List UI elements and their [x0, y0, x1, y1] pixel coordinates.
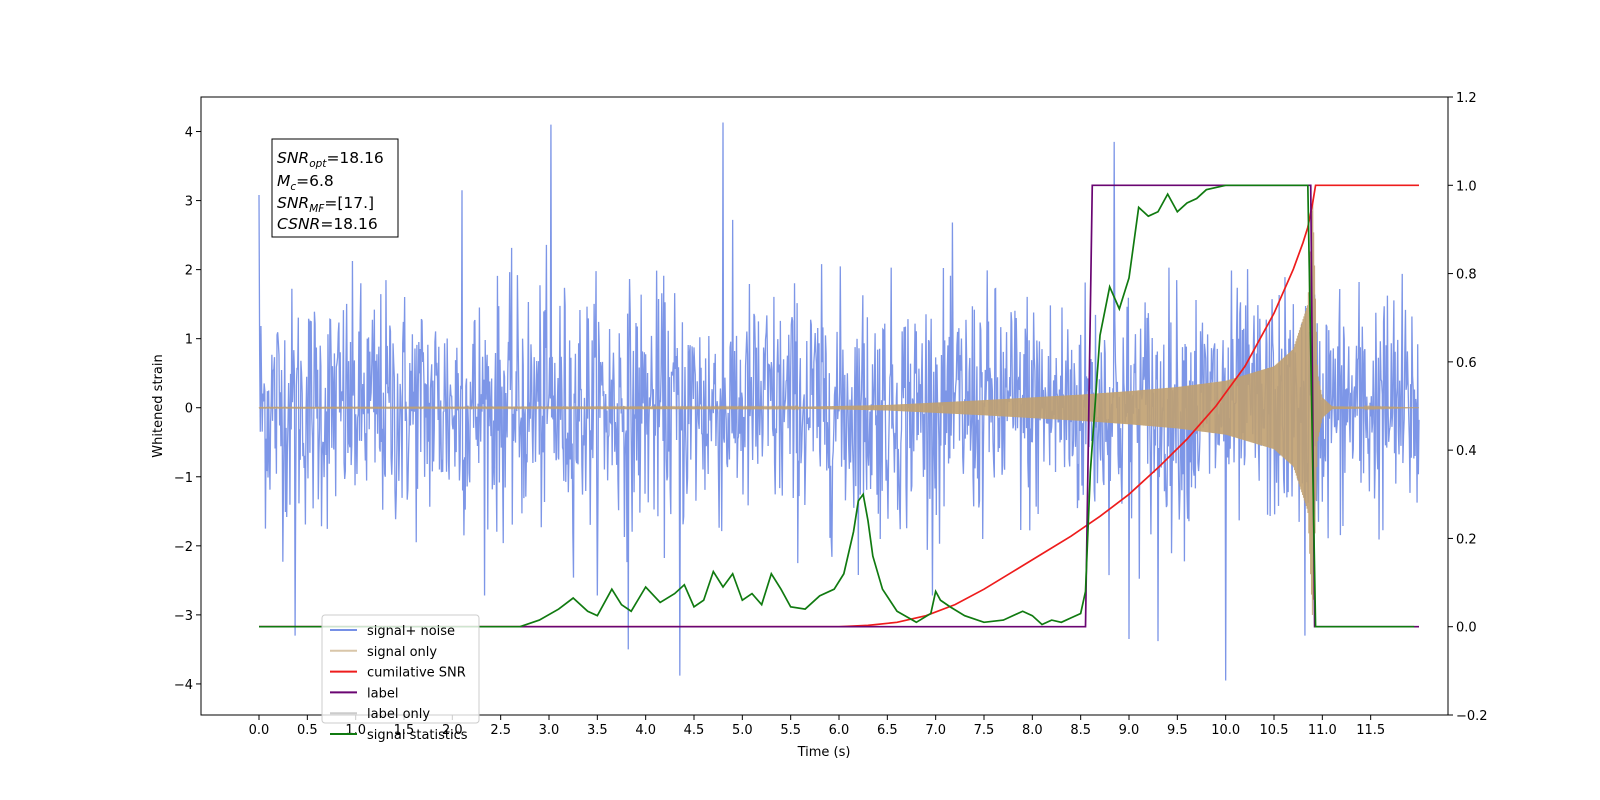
x-tick-label: 4.5	[684, 723, 705, 738]
x-axis: 0.0 0.5 1.0 1.5 2.0 2.5 3.0 3.5 4.0 4.5 5.0 5.5 6.0 6…	[249, 715, 1385, 738]
legend-label: label	[367, 686, 398, 701]
x-tick-label: 8.5	[1070, 723, 1091, 738]
series-signal-only	[258, 199, 1419, 615]
legend-label: label only	[367, 707, 430, 722]
x-tick-label: 6.0	[829, 723, 850, 738]
x-tick-label: 5.0	[732, 723, 753, 738]
y-axis-left: −4 −3 −2 −1 0 1 2 3 4	[174, 126, 201, 693]
y2-tick-label: −0.2	[1456, 709, 1488, 724]
info-box-frame	[271, 138, 399, 238]
plot-area	[258, 122, 1420, 681]
x-tick-label: 10.0	[1211, 723, 1240, 738]
y-tick-label: −1	[174, 471, 193, 486]
x-tick-label: 1.0	[345, 723, 366, 738]
y-tick-label: 3	[185, 195, 193, 210]
y-axis-right: −0.2 0.0 0.2 0.4 0.6 0.8 1.0 1.2	[1448, 91, 1488, 724]
y-axis-label: Whitened strain	[151, 354, 166, 457]
x-axis-label: Time (s)	[797, 745, 851, 760]
legend-label: signal statistics	[367, 728, 468, 743]
y-tick-label: −2	[174, 540, 193, 555]
info-box: SNRopt=18.16 Mc=6.8 SNRMF=[17.] CSNR=18.…	[271, 138, 399, 238]
info-snr-opt: SNRopt=18.16	[277, 149, 384, 170]
y-tick-label: 1	[185, 333, 193, 348]
x-tick-label: 11.0	[1308, 723, 1337, 738]
y2-tick-label: 1.0	[1456, 179, 1477, 194]
x-tick-label: 3.5	[587, 723, 608, 738]
info-mc: Mc=6.8	[277, 172, 334, 193]
y2-tick-label: 0.4	[1456, 444, 1477, 459]
y-tick-label: 2	[185, 264, 193, 279]
y-tick-label: 0	[185, 402, 193, 417]
x-tick-label: 5.5	[780, 723, 801, 738]
x-tick-label: 2.5	[490, 723, 511, 738]
series-signal-noise	[258, 122, 1420, 681]
x-tick-label: 4.0	[635, 723, 656, 738]
x-tick-label: 8.0	[1022, 723, 1043, 738]
info-csnr: CSNR=18.16	[277, 215, 378, 233]
legend-frame	[321, 614, 480, 724]
x-tick-label: 9.5	[1167, 723, 1188, 738]
x-tick-label: 11.5	[1356, 723, 1385, 738]
legend-label: signal+ noise	[367, 624, 455, 639]
x-tick-label: 6.5	[877, 723, 898, 738]
legend: signal+ noise signal only cumilative SNR la…	[321, 614, 480, 743]
y-tick-label: −4	[174, 678, 193, 693]
x-tick-label: 2.0	[442, 723, 463, 738]
y2-tick-label: 0.6	[1456, 356, 1477, 371]
y-tick-label: −3	[174, 609, 193, 624]
x-tick-label: 7.5	[974, 723, 995, 738]
x-tick-label: 7.0	[925, 723, 946, 738]
x-tick-label: 10.5	[1260, 723, 1289, 738]
legend-label: signal only	[367, 645, 437, 660]
y2-tick-label: 0.2	[1456, 532, 1477, 547]
series-signal-statistics	[259, 184, 1415, 628]
x-tick-label: 0.0	[249, 723, 270, 738]
y2-tick-label: 0.8	[1456, 268, 1477, 283]
x-tick-label: 1.5	[394, 723, 415, 738]
axes-frame	[200, 96, 1449, 716]
legend-label: cumilative SNR	[367, 666, 466, 681]
y2-tick-label: 0.0	[1456, 621, 1477, 636]
series-cumilative-snr	[259, 184, 1419, 628]
info-snr-mf: SNRMF=[17.]	[277, 194, 374, 215]
x-tick-label: 9.0	[1119, 723, 1140, 738]
y-tick-label: 4	[185, 126, 193, 141]
y2-tick-label: 1.2	[1456, 91, 1477, 106]
x-tick-label: 0.5	[297, 723, 318, 738]
x-tick-label: 3.0	[539, 723, 560, 738]
